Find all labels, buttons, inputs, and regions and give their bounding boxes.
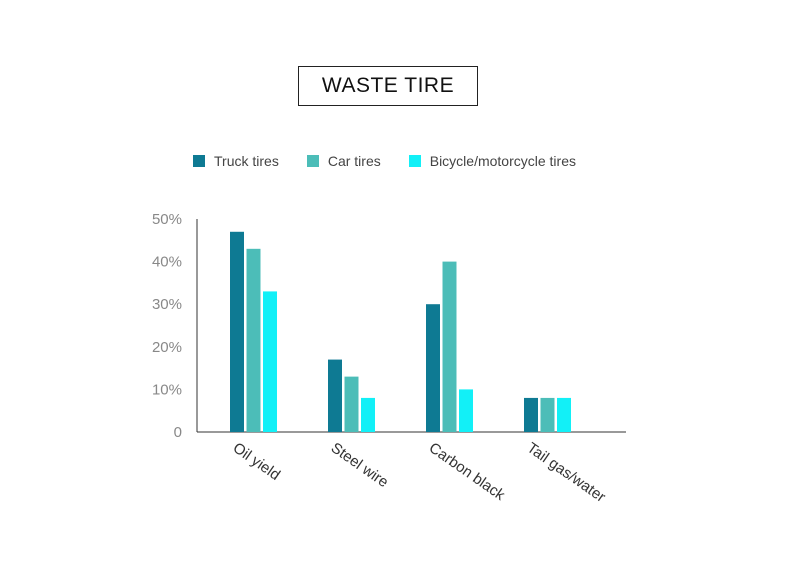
legend-item: Truck tires	[193, 153, 279, 169]
x-tick-label: Steel wire	[328, 439, 392, 491]
bar	[263, 291, 277, 432]
bar	[557, 397, 571, 432]
legend-swatch	[408, 155, 421, 167]
legend-swatch	[306, 155, 319, 167]
bar	[230, 231, 244, 432]
legend-label: Bicycle/motorcycle tires	[429, 153, 576, 169]
bar	[540, 397, 555, 432]
bar	[524, 397, 538, 432]
bar	[246, 248, 261, 432]
y-tick-label: 40%	[152, 254, 182, 271]
chart-title: WASTE TIRE	[298, 66, 478, 106]
legend-item: Car tires	[306, 153, 381, 169]
y-tick-label: 10%	[152, 381, 182, 398]
y-tick-label: 50%	[152, 211, 182, 228]
bar	[426, 304, 440, 432]
y-tick-label: 20%	[152, 339, 182, 356]
x-tick-label: Carbon black	[426, 439, 509, 504]
legend-label: Car tires	[327, 153, 381, 169]
bar	[328, 359, 342, 432]
bar	[459, 389, 473, 432]
y-tick-label: 0	[174, 424, 182, 441]
chart-legend: Truck tires Car tires Bicycle/motorcycle t…	[193, 153, 604, 169]
y-tick-label: 30%	[152, 296, 182, 313]
bar	[361, 397, 375, 432]
legend-item: Bicycle/motorcycle tires	[408, 153, 576, 169]
x-tick-label: Oil yield	[230, 439, 283, 484]
bar	[442, 261, 457, 432]
bar	[344, 376, 359, 432]
x-tick-label: Tail gas/water	[524, 439, 609, 506]
legend-label: Truck tires	[214, 153, 279, 169]
legend-swatch	[193, 155, 205, 167]
